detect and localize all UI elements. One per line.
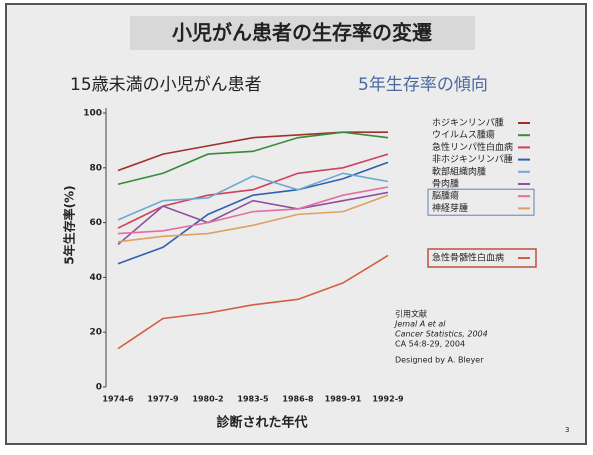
legend-box bbox=[427, 188, 535, 216]
x-tick-label: 1989-91 bbox=[325, 395, 362, 404]
title-band bbox=[130, 16, 475, 50]
y-tick-label: 80 bbox=[89, 163, 102, 173]
y-tick-label: 40 bbox=[89, 273, 102, 283]
chart-title: 小児がん患者の生存率の変遷 bbox=[172, 21, 432, 45]
legend-label: 急性骨髄性白血病 bbox=[432, 252, 504, 264]
page-number: 3 bbox=[565, 426, 569, 434]
y-tick-label: 20 bbox=[89, 328, 102, 338]
series-line bbox=[117, 194, 389, 243]
slide-frame bbox=[5, 3, 587, 445]
subtitle-2: 5年生存率の傾向 bbox=[358, 75, 488, 95]
series-line bbox=[117, 172, 389, 221]
source-line: 引用文献 bbox=[395, 309, 427, 319]
x-tick-label: 1980-2 bbox=[192, 395, 223, 404]
x-axis-label: 診断された年代 bbox=[216, 415, 307, 431]
legend-label: 非ホジキンリンパ腫 bbox=[432, 153, 513, 165]
source-line: Jemal A et al bbox=[393, 320, 446, 329]
y-tick-label: 0 bbox=[96, 383, 102, 393]
legend-box bbox=[427, 248, 537, 268]
legend-label: 脳腫瘍 bbox=[432, 190, 459, 202]
source-line: CA 54:8-29, 2004 bbox=[395, 340, 465, 349]
legend-label: 軟部組織肉腫 bbox=[432, 165, 486, 177]
x-tick-label: 1986-8 bbox=[282, 395, 314, 404]
series-line bbox=[117, 131, 389, 186]
y-tick-label: 100 bbox=[83, 109, 102, 119]
y-axis-label: 5年生存率(%) bbox=[62, 185, 77, 264]
x-tick-label: 1977-9 bbox=[147, 395, 179, 404]
legend-label: 急性リンパ性白血病 bbox=[432, 141, 513, 153]
legend-label: 神経芽腫 bbox=[432, 202, 468, 214]
legend-label: ウイルムス腫瘍 bbox=[432, 129, 495, 141]
designer: Designed by A. Bleyer bbox=[395, 356, 484, 365]
series-line bbox=[117, 186, 389, 235]
x-tick-label: 1974-6 bbox=[102, 395, 134, 404]
series-line bbox=[117, 254, 389, 350]
y-tick-label: 60 bbox=[89, 218, 102, 228]
source-line: Cancer Statistics, 2004 bbox=[395, 330, 488, 339]
legend-label: ホジキンリンパ腫 bbox=[432, 118, 504, 129]
x-tick-label: 1983-5 bbox=[237, 395, 269, 404]
legend-label: 骨肉腫 bbox=[432, 178, 459, 190]
x-tick-label: 1992-9 bbox=[372, 395, 404, 404]
subtitle: 15歳未満の小児がん患者 bbox=[70, 75, 262, 95]
series-line bbox=[117, 191, 389, 246]
series-line bbox=[117, 161, 389, 265]
